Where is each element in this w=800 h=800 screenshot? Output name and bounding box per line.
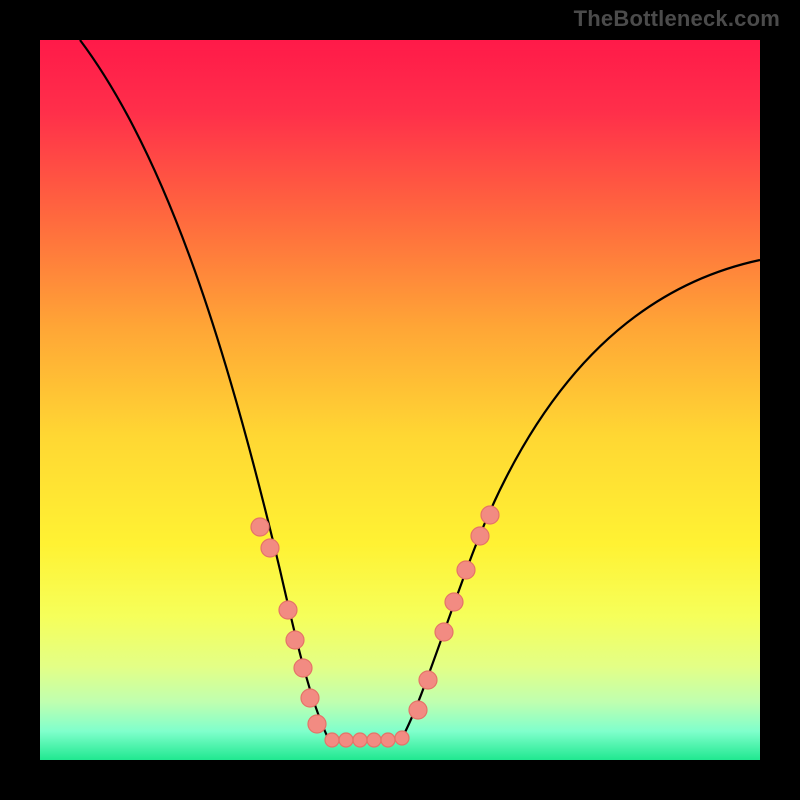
chart-panel [40, 40, 760, 760]
data-marker [395, 731, 409, 745]
data-marker [481, 506, 499, 524]
data-marker [339, 733, 353, 747]
data-marker [301, 689, 319, 707]
data-marker [286, 631, 304, 649]
data-marker [353, 733, 367, 747]
data-marker [445, 593, 463, 611]
data-marker [471, 527, 489, 545]
data-marker [279, 601, 297, 619]
watermark-text: TheBottleneck.com [574, 6, 780, 32]
data-marker [251, 518, 269, 536]
data-marker [381, 733, 395, 747]
data-marker [294, 659, 312, 677]
data-marker [261, 539, 279, 557]
data-marker [419, 671, 437, 689]
bottleneck-chart [0, 0, 800, 800]
data-marker [435, 623, 453, 641]
data-marker [367, 733, 381, 747]
data-marker [308, 715, 326, 733]
data-marker [325, 733, 339, 747]
data-marker [457, 561, 475, 579]
data-marker [409, 701, 427, 719]
